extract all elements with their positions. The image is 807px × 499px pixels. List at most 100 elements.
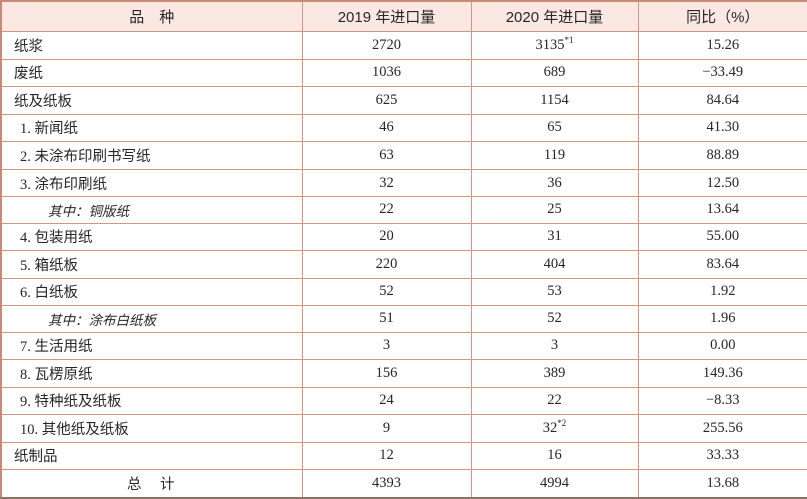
table-row: 5. 箱纸板 220 404 83.64 xyxy=(0,250,807,279)
table-row: 其中：涂布白纸板 51 52 1.96 xyxy=(0,305,807,333)
value-2020: 389 xyxy=(470,359,639,388)
row-label: 8. 瓦楞原纸 xyxy=(0,359,303,388)
row-label-text: 7. 生活用纸 xyxy=(20,339,93,356)
value-2020-text: 52 xyxy=(547,310,562,327)
value-yoy-text: 88.89 xyxy=(706,146,740,163)
value-yoy-text: 33.33 xyxy=(706,447,740,464)
value-yoy-text: 15.26 xyxy=(706,36,740,53)
value-2019: 24 xyxy=(301,386,472,416)
value-yoy: 41.30 xyxy=(637,113,807,143)
value-yoy-text: 41.30 xyxy=(706,119,740,136)
value-yoy: 33.33 xyxy=(637,441,807,471)
row-label-text: 3. 涂布印刷纸 xyxy=(20,176,107,193)
value-2019-text: 12 xyxy=(379,447,394,464)
value-2020-text: 3 xyxy=(550,337,559,354)
value-2019-text: 22 xyxy=(379,201,394,218)
table-row: 10. 其他纸及纸板 9 32*2 255.56 xyxy=(0,414,807,443)
value-yoy: 12.50 xyxy=(637,168,807,198)
value-2020-text: 65 xyxy=(547,119,562,136)
value-yoy-text: 0.00 xyxy=(710,337,736,354)
column-header-2020-import: 2020 年进口量 xyxy=(470,0,639,32)
row-label: 纸制品 xyxy=(0,441,303,471)
value-2019-text: 52 xyxy=(379,283,394,300)
row-label-text: 9. 特种纸及纸板 xyxy=(20,394,122,411)
row-label: 1. 新闻纸 xyxy=(0,113,303,143)
row-label-text: 其中：铜版纸 xyxy=(48,203,129,219)
row-label-text: 总 计 xyxy=(127,477,177,494)
table-row: 7. 生活用纸 3 3 0.00 xyxy=(0,331,807,361)
value-2020: 22 xyxy=(470,386,639,416)
value-2019-text: 4393 xyxy=(372,475,401,492)
value-2020: 32*2 xyxy=(470,414,639,443)
value-2019: 32 xyxy=(301,168,472,198)
value-yoy: 1.92 xyxy=(637,277,807,307)
value-2019: 3 xyxy=(301,331,472,361)
row-label-text: 纸及纸板 xyxy=(14,93,72,110)
value-2019-text: 625 xyxy=(375,91,398,108)
value-2019: 4393 xyxy=(301,469,472,499)
value-2019-text: 20 xyxy=(379,228,394,245)
value-2019-text: 220 xyxy=(375,255,398,272)
value-2020-text: 689 xyxy=(543,64,566,81)
row-label-text: 8. 瓦楞原纸 xyxy=(20,366,93,383)
table-row: 总 计 4393 4994 13.68 xyxy=(0,469,807,499)
row-label: 纸浆 xyxy=(0,31,303,60)
table-row: 1. 新闻纸 46 65 41.30 xyxy=(0,113,807,143)
row-label: 3. 涂布印刷纸 xyxy=(0,168,303,198)
value-2020-text: 32 xyxy=(542,419,558,436)
row-label-text: 10. 其他纸及纸板 xyxy=(20,421,129,438)
value-2020: 16 xyxy=(470,441,639,471)
value-yoy-text: 13.68 xyxy=(706,475,740,492)
value-yoy-text: −8.33 xyxy=(705,392,740,409)
value-yoy: 1.96 xyxy=(637,305,807,333)
value-2020: 3135*1 xyxy=(470,31,639,60)
value-2019-text: 63 xyxy=(379,146,394,163)
value-2019: 156 xyxy=(301,359,472,388)
value-yoy: −33.49 xyxy=(637,58,807,88)
table-row: 纸浆 2720 3135*1 15.26 xyxy=(0,31,807,60)
value-2020-text: 1154 xyxy=(540,91,569,108)
value-2020-text: 404 xyxy=(543,255,566,272)
header-row: 品 种 2019 年进口量 2020 年进口量 同比（%） xyxy=(0,0,807,32)
value-yoy-text: 255.56 xyxy=(702,419,743,436)
row-label: 2. 未涂布印刷书写纸 xyxy=(0,141,303,170)
column-header-yoy-percent: 同比（%） xyxy=(637,0,807,32)
value-2020-text: 4994 xyxy=(540,475,569,492)
table-row: 8. 瓦楞原纸 156 389 149.36 xyxy=(0,359,807,388)
value-2020-text: 16 xyxy=(547,447,562,464)
value-yoy-text: 1.92 xyxy=(710,283,736,300)
row-label: 5. 箱纸板 xyxy=(0,250,303,279)
value-2020: 25 xyxy=(470,196,639,224)
row-label-text: 废纸 xyxy=(14,66,43,83)
row-label-text: 1. 新闻纸 xyxy=(20,121,78,138)
value-2019: 625 xyxy=(301,86,472,115)
row-label-text: 5. 箱纸板 xyxy=(20,257,78,274)
value-yoy: −8.33 xyxy=(637,386,807,416)
value-2020: 1154 xyxy=(470,86,639,115)
footnote-marker: *2 xyxy=(557,418,567,429)
row-label: 10. 其他纸及纸板 xyxy=(0,414,303,443)
table-header: 品 种 2019 年进口量 2020 年进口量 同比（%） xyxy=(0,0,807,32)
value-2020: 36 xyxy=(470,168,639,198)
value-yoy: 83.64 xyxy=(637,250,807,279)
value-2020-text: 3135 xyxy=(535,36,565,53)
value-2020: 404 xyxy=(470,250,639,279)
value-2019: 9 xyxy=(301,414,472,443)
row-label-text: 6. 白纸板 xyxy=(20,285,78,302)
value-yoy: 149.36 xyxy=(637,359,807,388)
table-row: 其中：铜版纸 22 25 13.64 xyxy=(0,196,807,224)
value-yoy: 88.89 xyxy=(637,141,807,170)
row-label: 9. 特种纸及纸板 xyxy=(0,386,303,416)
value-2019: 22 xyxy=(301,196,472,224)
value-2020-text: 36 xyxy=(547,174,562,191)
column-header-2019-import: 2019 年进口量 xyxy=(301,0,472,32)
value-2020-text: 119 xyxy=(543,146,566,163)
value-yoy: 0.00 xyxy=(637,331,807,361)
value-yoy-text: 55.00 xyxy=(706,228,740,245)
table-row: 废纸 1036 689 −33.49 xyxy=(0,58,807,88)
value-2019: 52 xyxy=(301,277,472,307)
table-body: 纸浆 2720 3135*1 15.26 废纸 1036 689 −33.49 纸及纸板 625 1… xyxy=(0,31,807,499)
value-2020: 52 xyxy=(470,305,639,333)
